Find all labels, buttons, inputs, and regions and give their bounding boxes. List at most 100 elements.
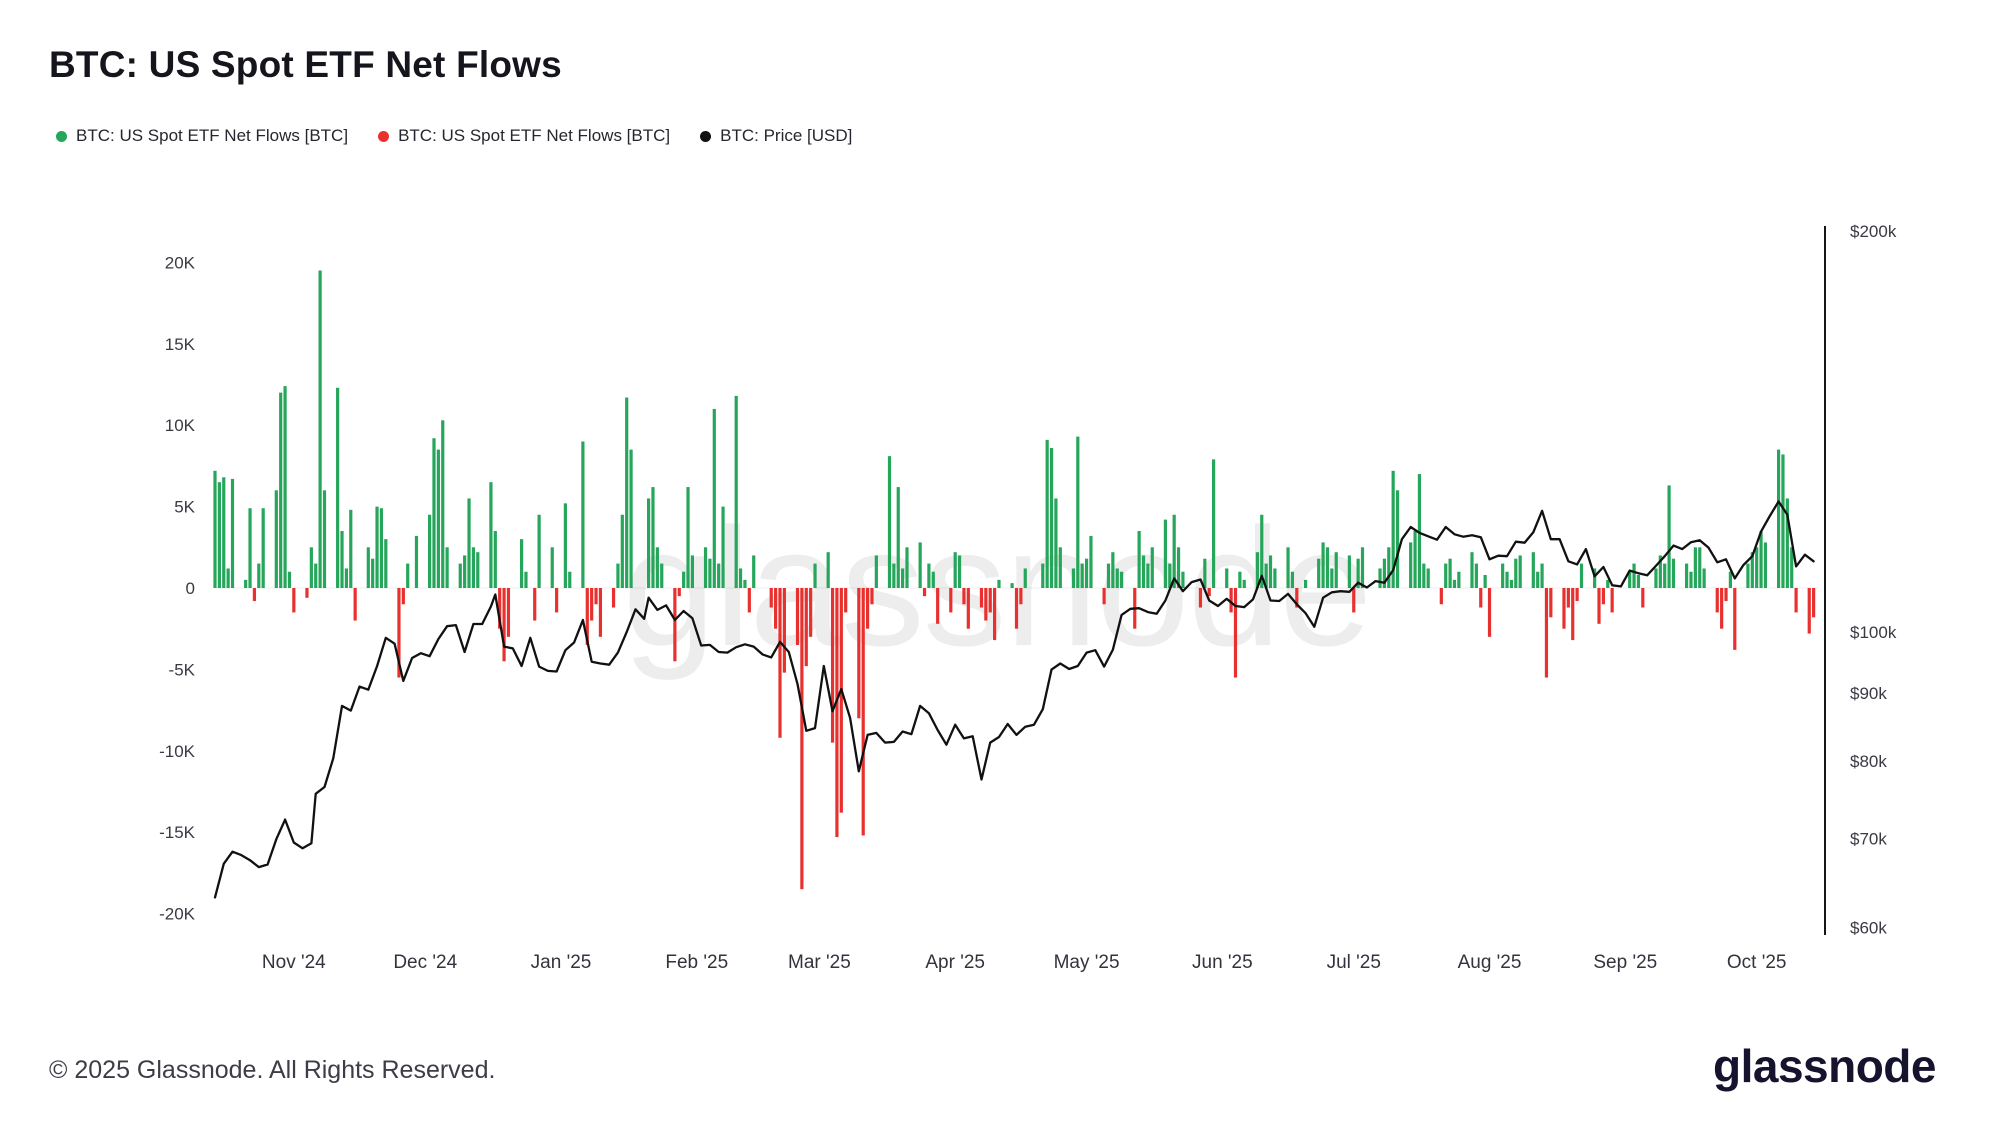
flow-bar	[1395, 490, 1400, 588]
flow-bar	[1198, 588, 1203, 608]
flow-bar	[1457, 571, 1461, 588]
chart-title: BTC: US Spot ETF Net Flows	[49, 44, 562, 85]
flow-bar	[1693, 547, 1697, 588]
flow-bar	[651, 487, 655, 588]
flow-bar	[708, 558, 712, 588]
flow-bar	[620, 514, 624, 588]
flow-bar	[826, 552, 830, 588]
flow-bar	[1347, 555, 1351, 588]
flow-bar	[1755, 547, 1759, 588]
flow-bar	[1689, 571, 1693, 588]
flow-bar	[629, 449, 633, 588]
flow-bar	[1242, 579, 1246, 588]
flow-bar	[537, 514, 541, 588]
flow-bar	[1387, 547, 1391, 588]
left-axis-tick: -20K	[159, 905, 196, 924]
flow-bar	[230, 478, 235, 588]
flow-bar	[379, 508, 384, 588]
legend-label-price: BTC: Price [USD]	[720, 126, 853, 145]
flow-bar	[287, 571, 292, 588]
flow-bar	[682, 571, 686, 588]
flow-bar	[1698, 547, 1702, 588]
flow-bar	[1203, 558, 1207, 588]
flow-bar	[309, 547, 313, 588]
flow-bar	[563, 503, 567, 588]
legend-label-netflows-outflow: BTC: US Spot ETF Net Flows [BTC]	[398, 126, 671, 145]
flow-bar	[616, 563, 620, 588]
right-axis-tick: $90k	[1850, 684, 1887, 703]
flow-bar	[1536, 571, 1540, 588]
flow-bar	[752, 555, 756, 588]
flow-bar	[1317, 558, 1321, 588]
flow-bar	[874, 555, 878, 588]
flow-bar	[1273, 568, 1277, 588]
flow-bar	[1356, 558, 1360, 588]
flow-bar	[375, 506, 379, 588]
flow-bar	[1168, 563, 1172, 588]
flow-bar	[830, 588, 835, 743]
right-axis-tick: $80k	[1850, 752, 1887, 771]
flow-bar	[721, 506, 725, 588]
flow-bar	[1632, 563, 1636, 588]
left-axis-tick: 5K	[174, 498, 195, 517]
flow-bar	[1041, 563, 1045, 588]
left-axis-tick: -10K	[159, 742, 196, 761]
right-axis-tick: $70k	[1850, 829, 1887, 848]
flow-bar	[1141, 555, 1146, 588]
flow-bar	[349, 509, 353, 588]
flow-bar	[1146, 563, 1150, 588]
flow-bar	[1378, 568, 1382, 588]
flow-bar	[406, 563, 410, 588]
flow-bar	[1636, 574, 1641, 588]
flow-bar	[1422, 563, 1426, 588]
flow-bar	[305, 588, 309, 598]
flow-bar	[414, 535, 419, 588]
flow-bar	[353, 588, 357, 621]
x-axis-tick: Jan '25	[531, 952, 592, 973]
flow-bar	[1641, 588, 1645, 608]
flow-bar	[248, 508, 252, 588]
flow-bar	[252, 588, 257, 602]
legend-item-netflows-inflow[interactable]: BTC: US Spot ETF Net Flows [BTC]	[56, 126, 348, 146]
flow-bar	[922, 588, 927, 597]
left-axis-tick: -15K	[159, 823, 196, 842]
flow-bar	[712, 408, 716, 588]
flow-bar	[1593, 568, 1597, 588]
flow-bar	[1514, 558, 1518, 588]
x-axis-tick: Aug '25	[1458, 952, 1522, 973]
flow-bar	[533, 588, 537, 621]
flows-price-chart: glassnode20K15K10K5K0-5K-10K-15K-20K$200…	[159, 222, 1897, 973]
flow-bar	[1084, 558, 1089, 588]
flow-bar	[1439, 588, 1443, 605]
flow-bar	[441, 420, 445, 588]
flow-bar	[594, 588, 598, 605]
flow-bar	[1746, 563, 1750, 588]
flow-bar	[1483, 574, 1487, 588]
flow-bar	[581, 441, 585, 588]
flow-bar	[1501, 563, 1505, 588]
flow-bar	[1233, 588, 1238, 678]
flow-bar	[1426, 568, 1430, 588]
legend-item-netflows-outflow[interactable]: BTC: US Spot ETF Net Flows [BTC]	[378, 126, 670, 146]
x-axis-tick: Jul '25	[1327, 952, 1381, 973]
flow-bar	[1360, 547, 1365, 588]
flow-bar	[1286, 547, 1290, 588]
legend-item-price[interactable]: BTC: Price [USD]	[700, 126, 852, 146]
flow-bar	[690, 555, 694, 588]
flow-bar	[1172, 514, 1176, 588]
flow-bar	[936, 588, 940, 624]
x-axis-tick: Jun '25	[1192, 952, 1253, 973]
flow-bar	[1054, 498, 1058, 588]
flow-bar	[1264, 563, 1268, 588]
flow-bar	[1413, 531, 1417, 588]
flow-bar	[340, 531, 344, 588]
flow-bar	[1049, 447, 1054, 588]
flow-bar	[318, 270, 322, 588]
right-axis-tick: $60k	[1850, 919, 1887, 938]
flow-bar	[1518, 555, 1522, 588]
flow-bar	[1120, 571, 1124, 588]
flow-bar	[1759, 531, 1763, 588]
flow-bar	[445, 547, 449, 588]
flow-bar	[957, 555, 962, 588]
flow-bar	[865, 588, 870, 629]
